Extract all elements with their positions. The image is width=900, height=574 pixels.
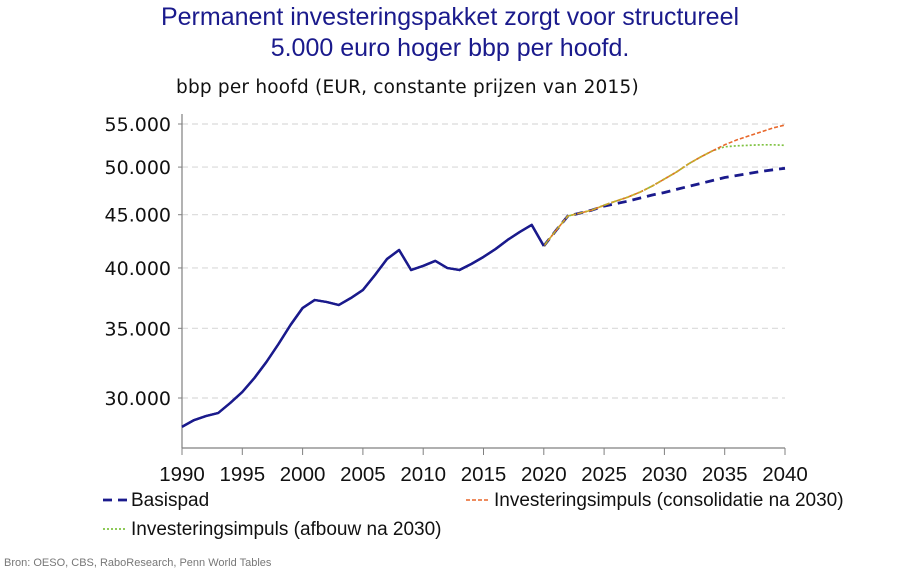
y-tick-labels: 30.000 35.000 40.000 45.000 50.000 55.000 (105, 114, 171, 410)
series-line-basispad (542, 166, 786, 247)
y-axis-title: bbp per hoofd (EUR, constante prijzen va… (176, 77, 639, 98)
legend-label: Basispad (131, 490, 209, 511)
chart-title-line-1: Permanent investeringspakket zorgt voor … (160, 3, 740, 31)
chart-title: Permanent investeringspakket zorgt voor … (0, 2, 900, 64)
x-tick-label: 2015 (461, 463, 507, 486)
legend: Basispad Investeringsimpuls (consolidatie… (103, 490, 844, 540)
series-overlap-line (543, 150, 713, 247)
gridlines (182, 123, 785, 399)
x-tick-label: 2005 (340, 463, 386, 486)
x-tick-label: 2010 (400, 463, 446, 486)
x-tick-label: 2000 (280, 463, 326, 486)
source-note: Bron: OESO, CBS, RaboResearch, Penn Worl… (4, 557, 272, 569)
y-tick-label: 50.000 (105, 157, 171, 179)
legend-item: Investeringsimpuls (afbouw na 2030) (103, 519, 442, 540)
y-tick-label: 30.000 (105, 388, 171, 410)
y-tick-label: 45.000 (105, 205, 171, 227)
series-line-investeringsimpuls-consolidatie-na-2030 (543, 124, 786, 247)
y-tick-label: 35.000 (105, 318, 171, 340)
legend-item: Investeringsimpuls (consolidatie na 2030… (466, 490, 844, 511)
chart-title-line-2: 5.000 euro hoger bbp per hoofd. (270, 34, 630, 62)
x-tick-label: 1990 (159, 463, 205, 486)
x-tick-label: 2020 (521, 463, 567, 486)
series-line-investeringsimpuls-afbouw-na-2030 (543, 143, 786, 247)
x-tick-label: 2030 (642, 463, 688, 486)
x-tick-label: 2035 (702, 463, 748, 486)
legend-item: Basispad (103, 490, 209, 511)
axes (178, 114, 786, 455)
legend-label: Investeringsimpuls (consolidatie na 2030… (494, 490, 844, 511)
x-tick-labels: 1990 1995 2000 2005 2010 2015 2020 2025 2030 2035… (159, 463, 808, 486)
series-line-historisch-top (181, 223, 545, 428)
y-tick-label: 55.000 (105, 114, 171, 136)
legend-label: Investeringsimpuls (afbouw na 2030) (131, 519, 442, 540)
y-tick-label: 40.000 (105, 258, 171, 280)
x-tick-label: 2025 (581, 463, 627, 486)
x-tick-label: 2040 (762, 463, 808, 486)
series-lines (181, 124, 786, 428)
x-tick-label: 1995 (219, 463, 265, 486)
